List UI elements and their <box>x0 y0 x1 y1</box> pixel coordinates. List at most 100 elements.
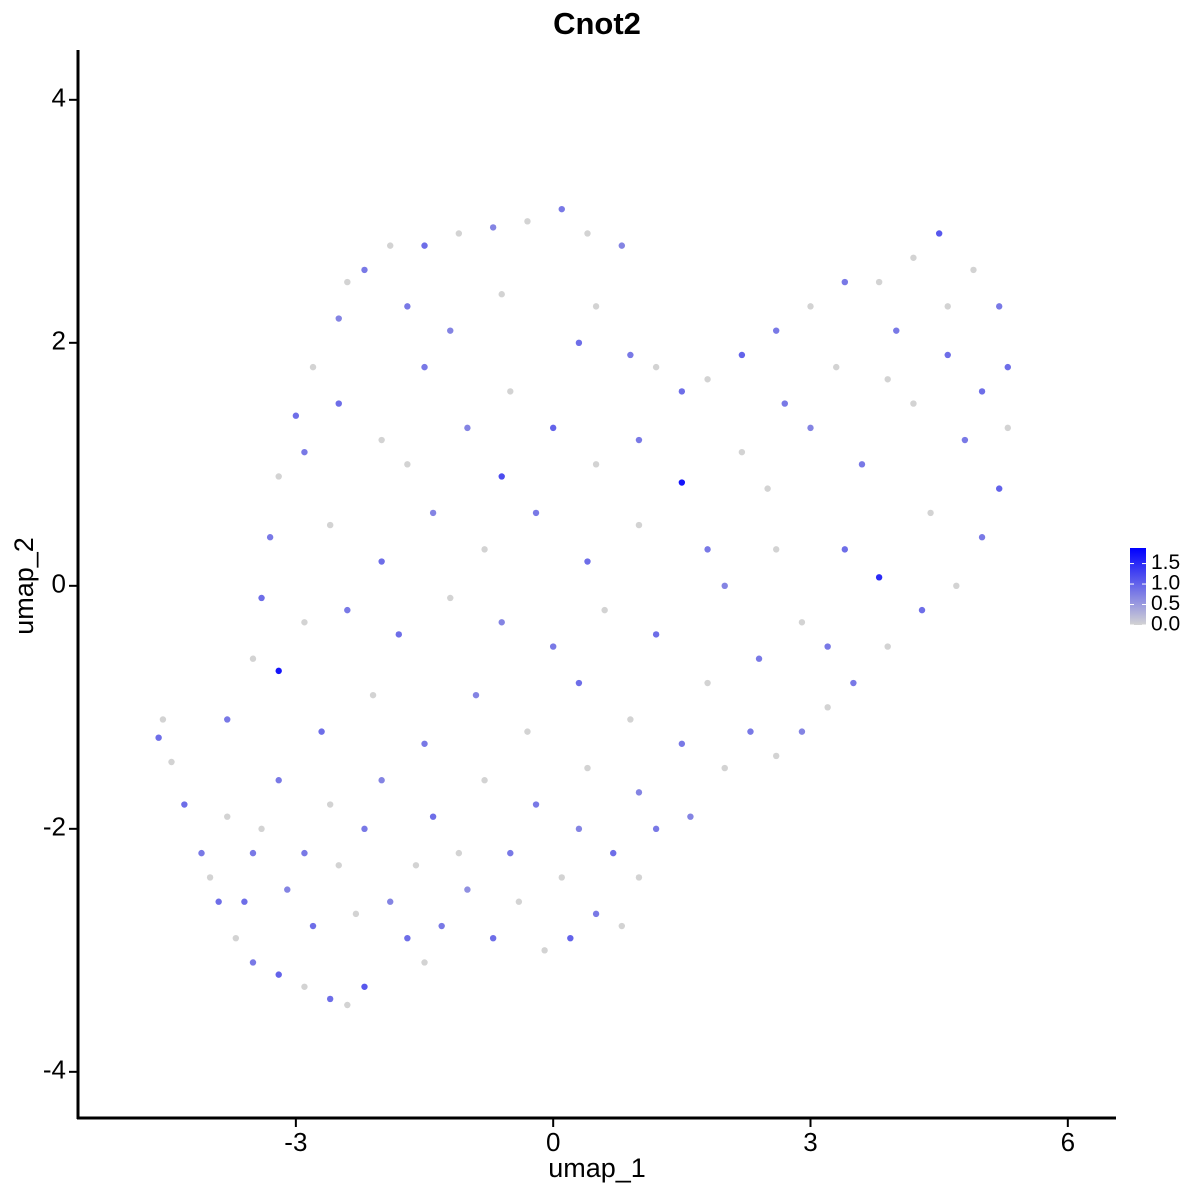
point <box>558 205 565 213</box>
point <box>498 291 505 298</box>
point <box>421 740 428 747</box>
point <box>953 582 960 590</box>
point <box>232 934 240 942</box>
point <box>489 224 497 231</box>
point <box>575 825 583 833</box>
point <box>996 485 1003 492</box>
point <box>678 388 686 395</box>
point <box>507 388 514 395</box>
point <box>421 363 428 371</box>
point <box>168 758 175 766</box>
point <box>275 667 282 675</box>
point <box>301 849 308 857</box>
point <box>378 558 385 565</box>
point <box>635 789 643 796</box>
point <box>584 764 591 772</box>
point <box>601 606 608 614</box>
point <box>721 764 728 772</box>
point <box>335 862 342 869</box>
point <box>266 534 274 541</box>
point <box>841 546 849 553</box>
colorbar <box>1130 548 1146 625</box>
point <box>549 643 557 650</box>
point <box>524 218 531 225</box>
point <box>344 606 351 614</box>
point <box>258 825 265 833</box>
point <box>627 351 634 359</box>
point <box>635 521 643 529</box>
point <box>361 825 368 833</box>
point <box>652 631 660 638</box>
point <box>301 619 308 626</box>
point <box>978 388 986 395</box>
point <box>772 327 780 334</box>
point <box>807 303 814 310</box>
point <box>284 886 291 893</box>
point <box>455 849 463 857</box>
point <box>412 862 420 869</box>
point <box>635 436 643 444</box>
point <box>833 363 840 371</box>
point <box>198 849 205 857</box>
point <box>309 363 317 371</box>
point <box>841 278 849 286</box>
point <box>824 643 831 650</box>
point <box>326 995 334 1003</box>
point <box>404 934 411 942</box>
point <box>652 363 660 371</box>
point <box>584 558 591 565</box>
point <box>704 546 711 553</box>
point <box>404 461 411 468</box>
y-tick-label: 0 <box>52 569 66 599</box>
point <box>738 448 746 456</box>
colorbar-label: 0.5 <box>1151 592 1180 615</box>
point <box>275 473 282 480</box>
point <box>515 898 523 905</box>
colorbar-label: 1.5 <box>1151 551 1180 574</box>
point <box>875 574 883 581</box>
point <box>558 874 565 881</box>
point <box>592 303 600 310</box>
point <box>481 777 488 784</box>
point <box>455 230 463 237</box>
point <box>944 351 951 359</box>
point <box>326 801 334 808</box>
points <box>155 205 1011 1009</box>
point <box>927 509 934 517</box>
point <box>309 922 317 930</box>
point <box>155 734 162 741</box>
point <box>944 303 951 310</box>
point <box>361 266 368 274</box>
point <box>592 461 600 468</box>
point <box>344 1001 351 1009</box>
point <box>378 777 385 784</box>
point <box>635 874 643 881</box>
point <box>249 849 257 857</box>
colorbar-label: 0.0 <box>1151 613 1180 636</box>
colorbar-label: 1.0 <box>1151 572 1180 595</box>
point <box>575 339 583 347</box>
point <box>850 679 857 687</box>
point <box>472 691 480 699</box>
point <box>301 448 308 456</box>
point <box>206 874 214 881</box>
point <box>481 546 488 553</box>
point <box>352 910 360 918</box>
point <box>747 728 754 735</box>
point <box>884 376 891 383</box>
point <box>721 582 728 590</box>
point <box>532 509 540 517</box>
point <box>704 679 711 687</box>
point <box>421 959 428 966</box>
point <box>361 983 368 990</box>
point <box>159 716 167 723</box>
point <box>893 327 900 334</box>
point <box>438 922 445 930</box>
y-tick-label: 2 <box>52 326 66 356</box>
point <box>524 728 531 735</box>
point <box>798 728 806 735</box>
x-tick-label: -3 <box>284 1127 307 1157</box>
point <box>781 400 788 407</box>
point <box>249 655 257 662</box>
